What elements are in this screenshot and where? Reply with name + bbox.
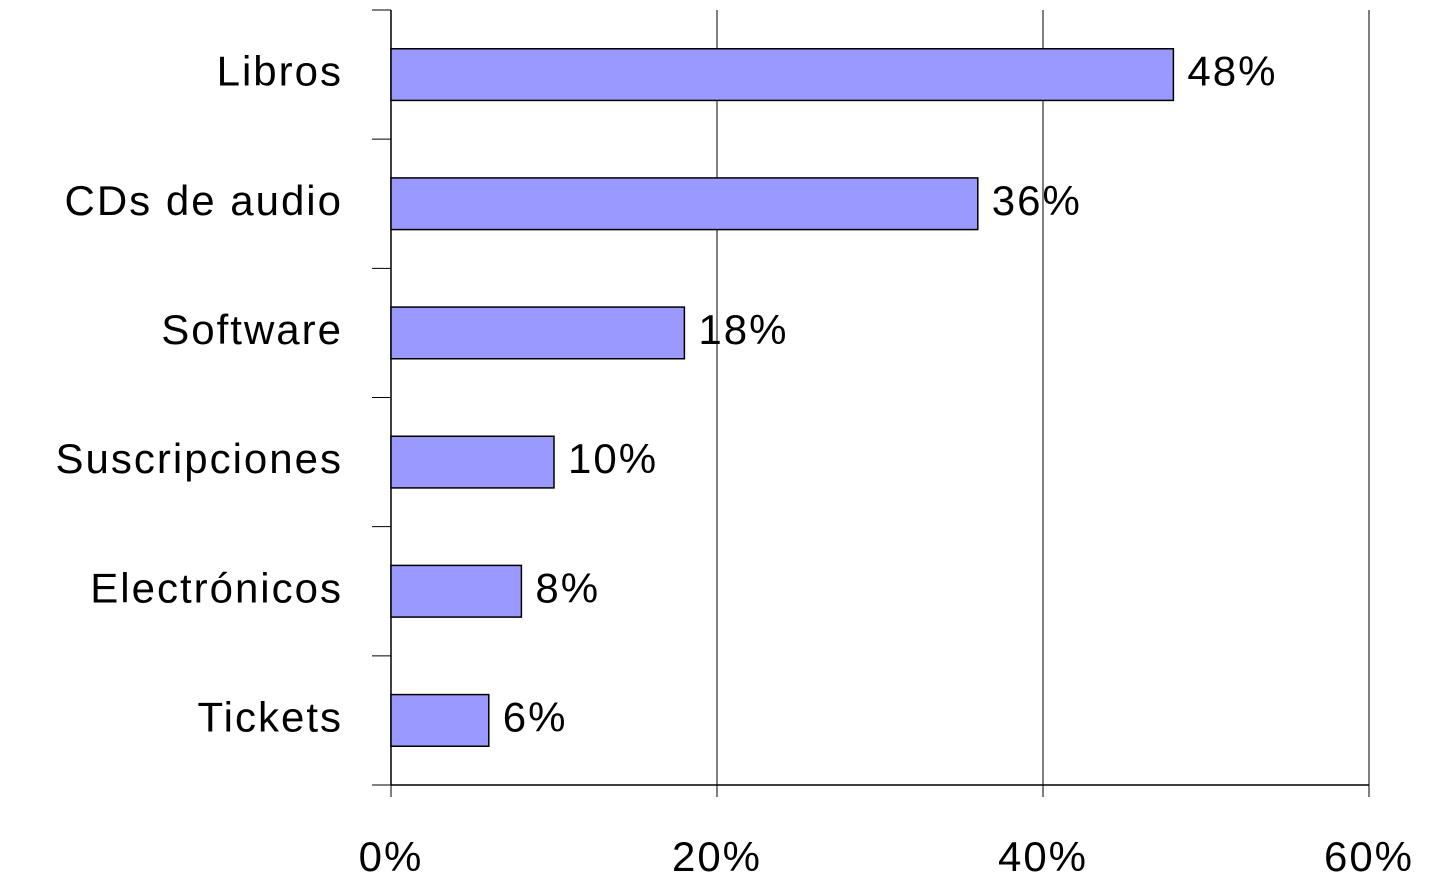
y-tick-label: Libros: [217, 48, 343, 95]
bar: [390, 177, 979, 231]
y-tick-label: CDs de audio: [65, 177, 343, 224]
y-tick-label: Software: [161, 306, 343, 353]
value-label: 6%: [503, 694, 568, 741]
y-tick-label: Suscripciones: [56, 435, 343, 482]
x-tick-label: 60%: [1324, 833, 1414, 880]
value-label: 18%: [698, 306, 788, 353]
bar: [390, 435, 555, 489]
bar: [390, 564, 523, 618]
value-label: 10%: [568, 435, 658, 482]
bar: [390, 693, 490, 747]
value-label: 36%: [992, 177, 1082, 224]
x-tick-label: 40%: [998, 833, 1088, 880]
y-tick-label: Tickets: [198, 694, 343, 741]
x-tick-label: 20%: [672, 833, 762, 880]
value-label: 48%: [1187, 48, 1277, 95]
bar: [390, 48, 1175, 102]
value-label: 8%: [535, 564, 600, 611]
bar: [390, 306, 686, 360]
y-tick-label: Electrónicos: [90, 564, 343, 611]
x-tick-label: 0%: [359, 833, 424, 880]
